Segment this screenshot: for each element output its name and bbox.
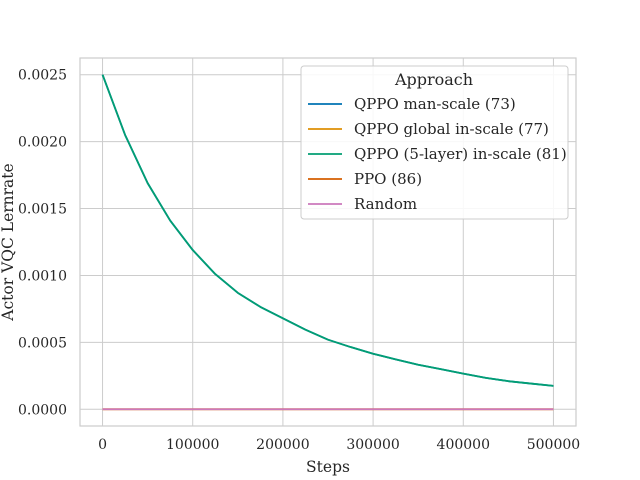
series-lines [101,74,554,411]
legend-box [300,65,569,220]
legend-label: QPPO (5-layer) in-scale (81) [354,145,567,163]
x-tick-label: 500000 [527,437,580,453]
x-tick-labels: 0 100000 200000 300000 400000 500000 [98,437,580,453]
y-tick-label: 0.0020 [18,135,67,151]
y-tick-labels: 0.0000 0.0005 0.0010 0.0015 0.0020 0.0025 [18,68,67,419]
y-tick-label: 0.0005 [18,335,67,351]
legend-label: PPO (86) [354,170,422,188]
y-tick-label: 0.0025 [18,68,67,84]
legend-title: Approach [394,70,473,89]
y-tick-label: 0.0015 [18,202,67,218]
x-tick-label: 300000 [346,437,399,453]
x-tick-label: 400000 [437,437,490,453]
x-axis-label: Steps [306,458,350,476]
x-tick-label: 100000 [166,437,219,453]
y-tick-label: 0.0010 [18,268,67,284]
series-line [101,74,554,387]
legend-label: QPPO man-scale (73) [354,95,516,113]
x-tick-label: 200000 [256,437,309,453]
legend: Approach QPPO man-scale (73) QPPO global … [300,65,569,220]
legend-label: Random [354,195,417,213]
legend-label: QPPO global in-scale (77) [354,120,549,138]
y-tick-label: 0.0000 [18,402,67,418]
x-tick-label: 0 [98,437,107,453]
legend-items: QPPO man-scale (73) QPPO global in-scale … [308,95,567,213]
plot-frame [79,57,577,427]
y-axis-label: Actor VQC Lernrate [0,163,17,321]
